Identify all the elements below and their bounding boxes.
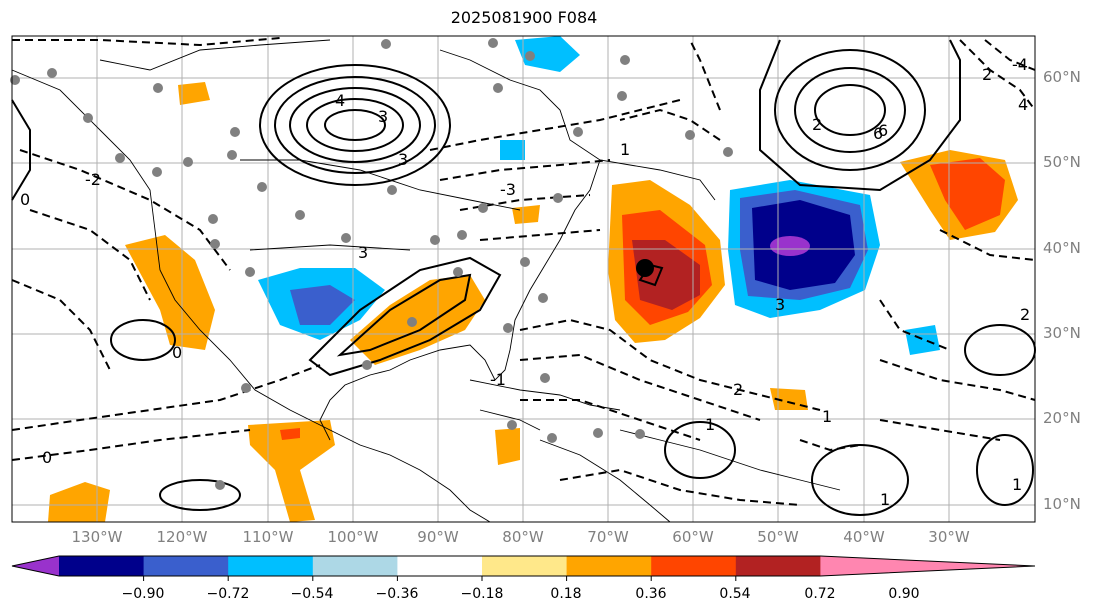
svg-text:2: 2	[733, 380, 743, 399]
lon-label-50w: 50°W	[757, 528, 799, 546]
lon-label-100w: 100°W	[327, 528, 379, 546]
lon-label-70w: 70°W	[587, 528, 629, 546]
svg-text:-2: -2	[85, 170, 101, 189]
lon-label-30w: 30°W	[928, 528, 970, 546]
svg-text:0: 0	[20, 190, 30, 209]
colorbar-tick-label: 0.72	[804, 586, 836, 602]
contour-lines	[11, 39, 1036, 516]
colorbar	[11, 555, 1036, 581]
svg-text:1: 1	[822, 407, 832, 426]
svg-text:-3: -3	[500, 180, 516, 199]
lon-label-120w: 120°W	[156, 528, 208, 546]
colorbar-segment	[397, 556, 483, 576]
colorbar-tick-label: 0.18	[550, 586, 582, 602]
colorbar-tick-label: −0.72	[206, 586, 250, 602]
svg-text:-1: -1	[490, 370, 506, 389]
contour-lines-dashed	[11, 37, 1036, 506]
map-title: 2025081900 F084	[450, 8, 598, 27]
svg-text:2: 2	[1020, 305, 1030, 324]
colorbar-tick-label: 0.36	[635, 586, 667, 602]
lat-label-10n: 10°N	[1043, 495, 1081, 513]
colorbar-segment	[566, 556, 652, 576]
lon-label-60w: 60°W	[672, 528, 714, 546]
colorbar-extend-low	[12, 556, 59, 576]
svg-text:0: 0	[42, 448, 52, 467]
svg-text:3: 3	[398, 150, 408, 169]
coastlines	[11, 39, 841, 523]
colorbar-segment	[482, 556, 568, 576]
svg-text:3: 3	[358, 243, 368, 262]
lat-label-60n: 60°N	[1043, 68, 1081, 86]
lat-label-40n: 40°N	[1043, 239, 1081, 257]
colorbar-segment	[59, 556, 145, 576]
colorbar-outline	[11, 555, 1036, 577]
svg-text:-4: -4	[1012, 55, 1028, 74]
svg-text:1: 1	[620, 140, 630, 159]
lon-label-130w: 130°W	[71, 528, 123, 546]
colorbar-segment	[735, 556, 821, 576]
station-markers	[10, 38, 733, 490]
storm-center-marker	[636, 259, 654, 277]
svg-text:6: 6	[873, 124, 883, 143]
colorbar-tick-label: 0.90	[888, 586, 920, 602]
colorbar-segment	[651, 556, 737, 576]
svg-text:2: 2	[982, 65, 992, 84]
contour-value-labels: 4 6 3 2 1 0 -3 -2 -1 -4 2 1 0 3 4 1 1 0 …	[20, 55, 1030, 509]
svg-text:2: 2	[812, 115, 822, 134]
colorbar-tick-label: −0.36	[375, 586, 419, 602]
lat-label-30n: 30°N	[1043, 324, 1081, 342]
lat-label-50n: 50°N	[1043, 153, 1081, 171]
lat-label-20n: 20°N	[1043, 409, 1081, 427]
svg-text:6: 6	[878, 121, 888, 140]
colorbar-extend-high	[820, 556, 1035, 576]
svg-text:1: 1	[1012, 475, 1022, 494]
colorbar-tick-label: −0.54	[290, 586, 334, 602]
colorbar-tick-label: −0.90	[121, 586, 165, 602]
svg-text:4: 4	[335, 91, 345, 110]
map-frame	[11, 35, 1036, 523]
svg-text:1: 1	[880, 490, 890, 509]
warm-anomaly-gulf-coast	[350, 275, 485, 365]
lon-label-110w: 110°W	[242, 528, 294, 546]
colorbar-segment	[143, 556, 229, 576]
colorbar-segment	[228, 556, 314, 576]
colorbar-segment	[312, 556, 398, 576]
svg-text:1: 1	[705, 415, 715, 434]
colorbar-tick-label: 0.54	[719, 586, 751, 602]
colorbar-tick-label: −0.18	[460, 586, 504, 602]
lon-label-80w: 80°W	[502, 528, 544, 546]
lon-label-90w: 90°W	[417, 528, 459, 546]
lon-label-40w: 40°W	[843, 528, 885, 546]
svg-text:3: 3	[775, 295, 785, 314]
svg-text:4: 4	[1018, 95, 1028, 114]
svg-text:3: 3	[378, 107, 388, 126]
svg-text:0: 0	[172, 343, 182, 362]
